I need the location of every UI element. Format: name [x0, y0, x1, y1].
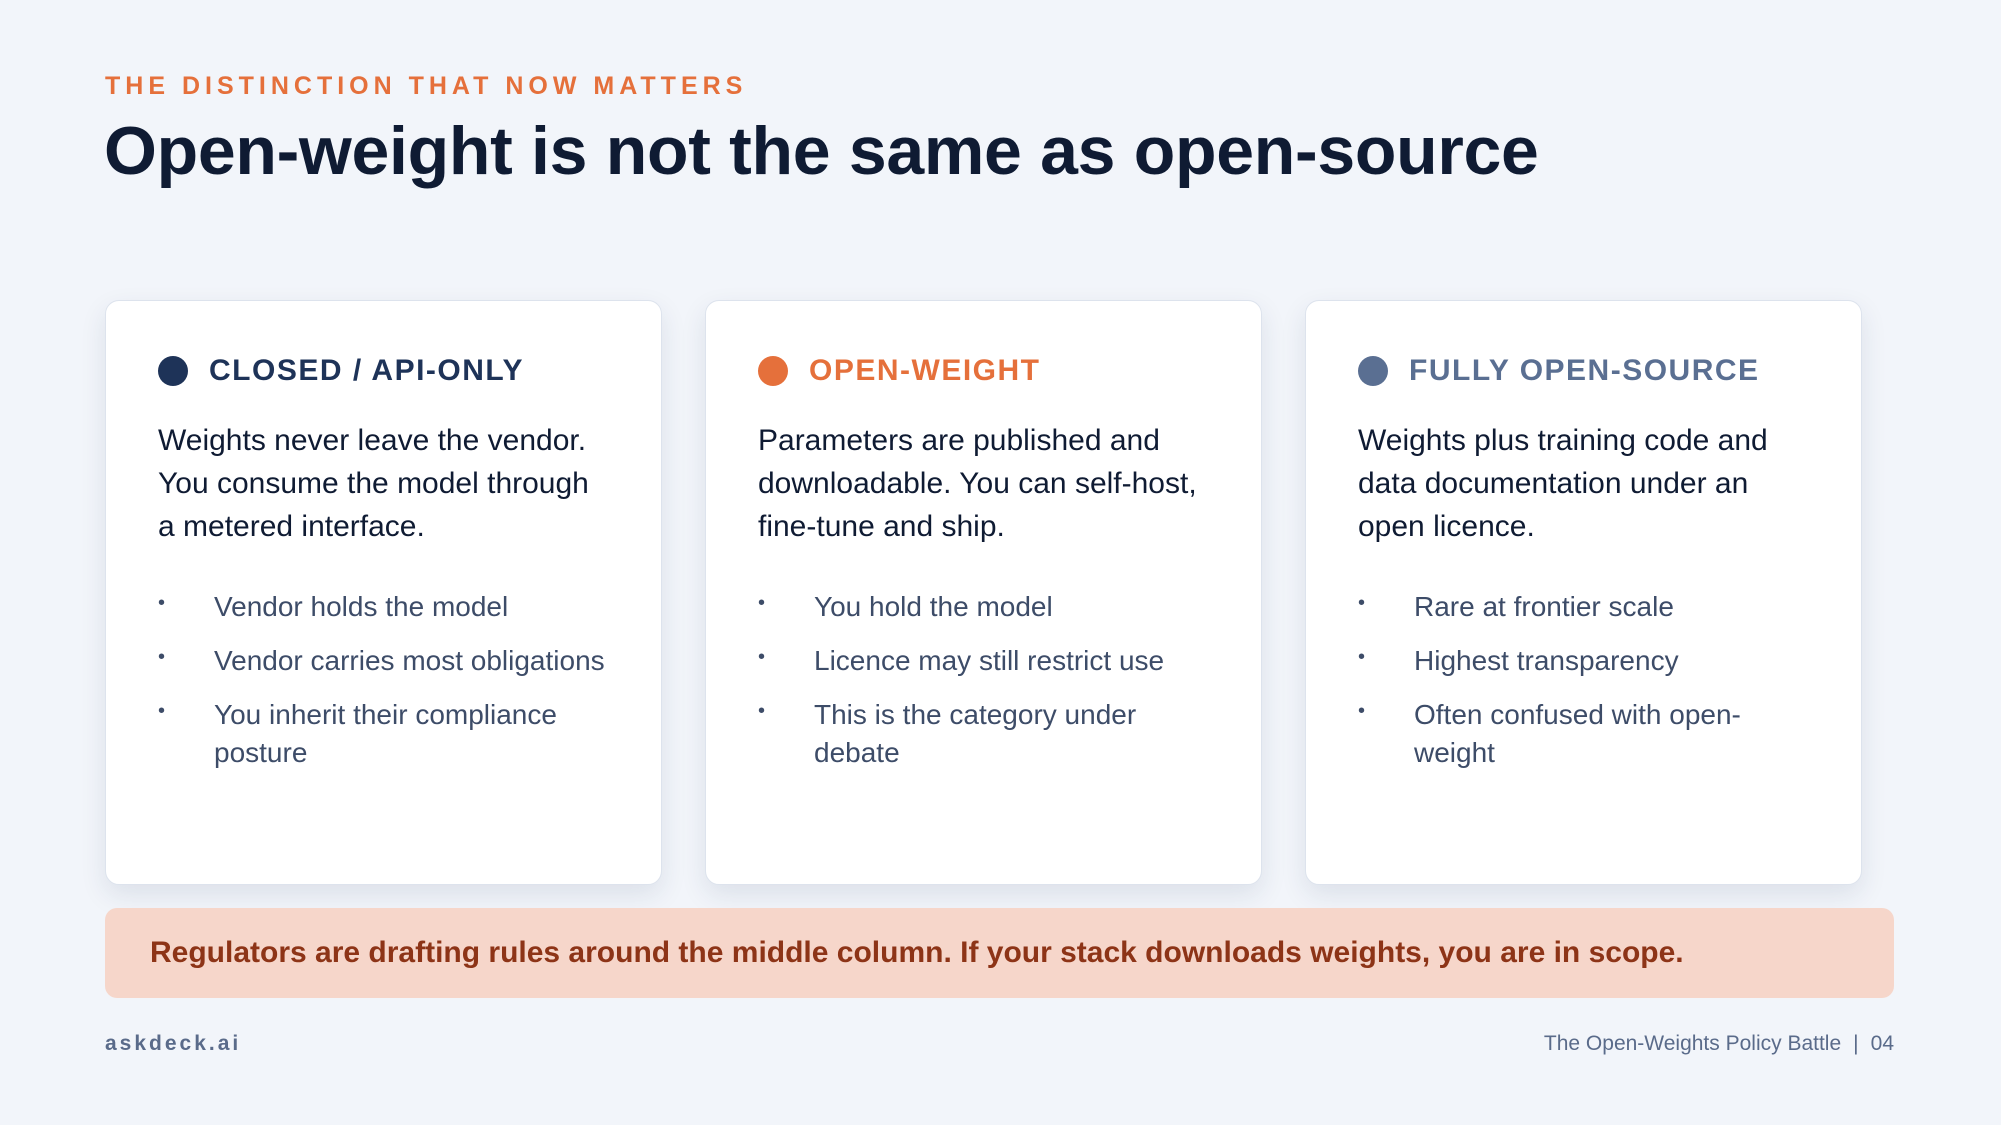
card-header: FULLY OPEN-SOURCE: [1358, 351, 1809, 391]
bullet-text: You hold the model: [814, 591, 1053, 622]
bullet-text: Highest transparency: [1414, 645, 1679, 676]
bullet-text: Licence may still restrict use: [814, 645, 1165, 676]
footer-separator: |: [1853, 1032, 1859, 1055]
bullet-text: Often confused with open-weight: [1414, 699, 1741, 768]
list-item: • Licence may still restrict use: [758, 642, 1209, 680]
card-open-weight: OPEN-WEIGHT Parameters are published and…: [705, 300, 1262, 885]
card-header: OPEN-WEIGHT: [758, 351, 1209, 391]
callout-banner: Regulators are drafting rules around the…: [105, 908, 1894, 998]
card-description: Weights plus training code and data docu…: [1358, 424, 1768, 543]
deck-title: The Open-Weights Policy Battle: [1543, 1032, 1842, 1055]
status-dot-icon: [758, 356, 788, 386]
list-item: • You inherit their compliance posture: [158, 696, 609, 772]
eyebrow-label: THE DISTINCTION THAT NOW MATTERS: [105, 72, 748, 100]
card-description: Parameters are published and downloadabl…: [758, 424, 1197, 543]
bullet-icon: •: [158, 592, 166, 614]
card-header: CLOSED / API-ONLY: [158, 351, 609, 391]
bullet-text: This is the category under debate: [814, 699, 1137, 768]
bullet-icon: •: [758, 646, 766, 668]
status-dot-icon: [1358, 356, 1388, 386]
list-item: • Highest transparency: [1358, 642, 1809, 680]
list-item: • You hold the model: [758, 588, 1209, 626]
bullet-icon: •: [758, 592, 766, 614]
bullet-text: You inherit their compliance posture: [214, 699, 557, 768]
status-dot-icon: [158, 356, 188, 386]
slide-title: Open-weight is not the same as open-sour…: [104, 113, 1539, 189]
bullet-text: Vendor carries most obligations: [214, 645, 605, 676]
footer-brand: askdeck.ai: [105, 1032, 242, 1055]
bullet-list: • Rare at frontier scale • Highest transpa…: [1358, 588, 1809, 772]
card-title: OPEN-WEIGHT: [809, 354, 1041, 387]
bullet-icon: •: [158, 646, 166, 668]
list-item: • Rare at frontier scale: [1358, 588, 1809, 626]
card-description: Weights never leave the vendor. You cons…: [158, 424, 589, 543]
bullet-icon: •: [158, 700, 166, 722]
bullet-icon: •: [1358, 592, 1366, 614]
bullet-text: Rare at frontier scale: [1414, 591, 1674, 622]
list-item: • Often confused with open-weight: [1358, 696, 1809, 772]
callout-text: Regulators are drafting rules around the…: [150, 936, 1684, 969]
list-item: • Vendor carries most obligations: [158, 642, 609, 680]
bullet-icon: •: [758, 700, 766, 722]
bullet-text: Vendor holds the model: [214, 591, 509, 622]
bullet-list: • You hold the model • Licence may still r…: [758, 588, 1209, 772]
card-closed-api-only: CLOSED / API-ONLY Weights never leave th…: [105, 300, 662, 885]
bullet-icon: •: [1358, 700, 1366, 722]
bullet-icon: •: [1358, 646, 1366, 668]
card-title: CLOSED / API-ONLY: [209, 354, 524, 387]
bullet-list: • Vendor holds the model • Vendor carries …: [158, 588, 609, 772]
footer-deck-info: The Open-Weights Policy Battle | 04: [1544, 1032, 1894, 1056]
list-item: • Vendor holds the model: [158, 588, 609, 626]
card-title: FULLY OPEN-SOURCE: [1409, 354, 1760, 387]
card-fully-open-source: FULLY OPEN-SOURCE Weights plus training …: [1305, 300, 1862, 885]
page-number: 04: [1870, 1032, 1894, 1055]
list-item: • This is the category under debate: [758, 696, 1209, 772]
